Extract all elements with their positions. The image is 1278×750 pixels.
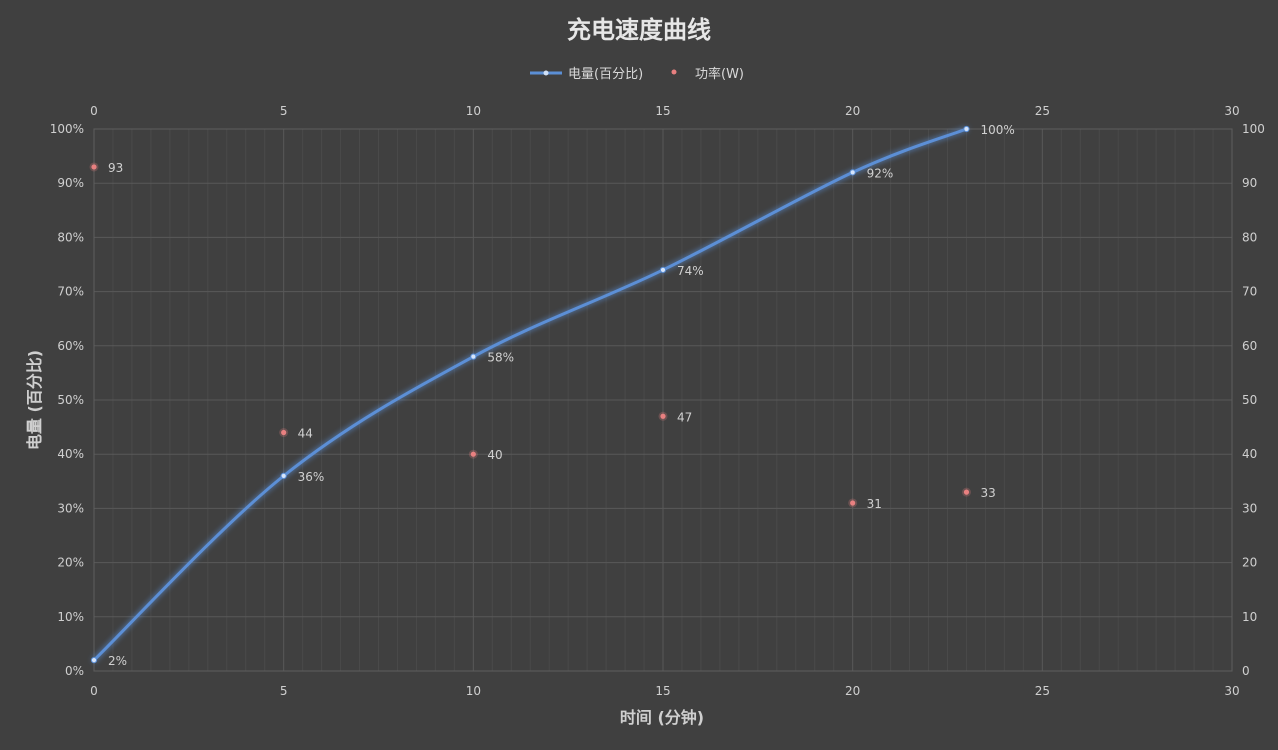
y-right-tick-label: 50: [1242, 393, 1257, 407]
power-data-label: 31: [867, 497, 882, 511]
chart-title: 充电速度曲线: [567, 16, 711, 44]
y-left-tick-label: 90%: [57, 176, 84, 190]
x-top-tick-label: 5: [280, 104, 288, 118]
y-left-tick-label: 50%: [57, 393, 84, 407]
battery-point[interactable]: [963, 125, 970, 133]
x-top-tick-label: 0: [90, 104, 98, 118]
x-tick-label: 20: [845, 684, 860, 698]
legend: 电量(百分比) 功率(W): [530, 66, 744, 82]
y-axis-title: 电量 (百分比): [25, 350, 44, 450]
x-top-tick-label: 30: [1224, 104, 1239, 118]
x-top-tick-label: 10: [466, 104, 481, 118]
x-top-tick-label: 15: [655, 104, 670, 118]
y-left-tick-label: 30%: [57, 501, 84, 515]
x-tick-label: 10: [466, 684, 481, 698]
y-right-tick-label: 80: [1242, 230, 1257, 244]
x-tick-label: 30: [1224, 684, 1239, 698]
series: 2% 36% 58% 74% 92% 100% 93 44 40 47 31 33: [89, 123, 1015, 668]
x-tick-label: 5: [280, 684, 288, 698]
plot-frame: [93, 128, 1233, 672]
power-data-label: 47: [677, 410, 692, 424]
battery-point[interactable]: [90, 657, 98, 664]
legend-battery-marker: [543, 70, 549, 76]
y-right-tick-label: 20: [1242, 556, 1257, 570]
y-left-tick-label: 80%: [57, 230, 84, 244]
y-left-tick-label: 20%: [57, 556, 84, 570]
x-top-tick-label: 20: [845, 104, 860, 118]
power-point[interactable]: [281, 429, 287, 436]
y-right-tick-label: 90: [1242, 176, 1257, 190]
power-data-label: 33: [980, 486, 995, 500]
x-top-tick-label: 25: [1035, 104, 1050, 118]
y-right-tick-label: 60: [1242, 339, 1257, 353]
y-right-tick-label: 40: [1242, 447, 1257, 461]
power-data-label: 40: [487, 448, 502, 462]
y-right-tick-label: 30: [1242, 501, 1257, 515]
battery-point[interactable]: [849, 169, 856, 176]
y-left-tick-label: 60%: [57, 339, 84, 353]
power-point[interactable]: [850, 500, 856, 506]
legend-battery-label: 电量(百分比): [568, 67, 643, 82]
y-left-tick-label: 40%: [57, 447, 84, 461]
grid: [93, 128, 1233, 672]
power-data-label: 44: [298, 427, 313, 441]
x-tick-label: 0: [90, 684, 98, 698]
legend-item-battery[interactable]: 电量(百分比): [530, 67, 643, 82]
x-tick-label: 15: [655, 684, 670, 698]
series-battery: 2% 36% 58% 74% 92% 100%: [90, 123, 1015, 668]
battery-data-label: 58%: [487, 351, 514, 365]
y-left-tick-label: 100%: [50, 122, 84, 136]
power-point[interactable]: [963, 489, 970, 495]
power-data-label: 93: [108, 161, 123, 175]
power-point[interactable]: [660, 413, 666, 419]
x-tick-label: 25: [1035, 684, 1050, 698]
legend-power-label: 功率(W): [695, 66, 744, 82]
series-power: 93 44 40 47 31 33: [89, 161, 996, 511]
y-left-tick-label: 70%: [57, 285, 84, 299]
y-left-tick-label: 10%: [57, 610, 84, 624]
battery-data-label: 92%: [867, 166, 894, 180]
battery-data-label: 36%: [298, 470, 325, 484]
y-right-tick-label: 70: [1242, 285, 1257, 299]
legend-power-marker: [671, 69, 677, 75]
battery-point[interactable]: [470, 353, 477, 360]
y-right-tick-label: 100: [1242, 122, 1265, 136]
power-point[interactable]: [91, 164, 97, 170]
battery-data-label: 2%: [108, 654, 127, 668]
battery-data-label: 100%: [980, 123, 1014, 137]
y-right-tick-label: 10: [1242, 610, 1257, 624]
battery-data-label: 74%: [677, 264, 704, 278]
y-right-tick-label: 0: [1242, 664, 1250, 678]
battery-point[interactable]: [659, 266, 667, 274]
axes: 0 5 10 15 20 25 300 5 10 15 20 25 300%10%20%30%40%50…: [50, 104, 1265, 698]
power-point[interactable]: [470, 451, 476, 457]
y-left-tick-label: 0%: [65, 664, 84, 678]
x-axis-title: 时间 (分钟): [620, 708, 704, 727]
battery-point[interactable]: [280, 472, 287, 479]
legend-item-power[interactable]: 功率(W): [671, 66, 745, 82]
